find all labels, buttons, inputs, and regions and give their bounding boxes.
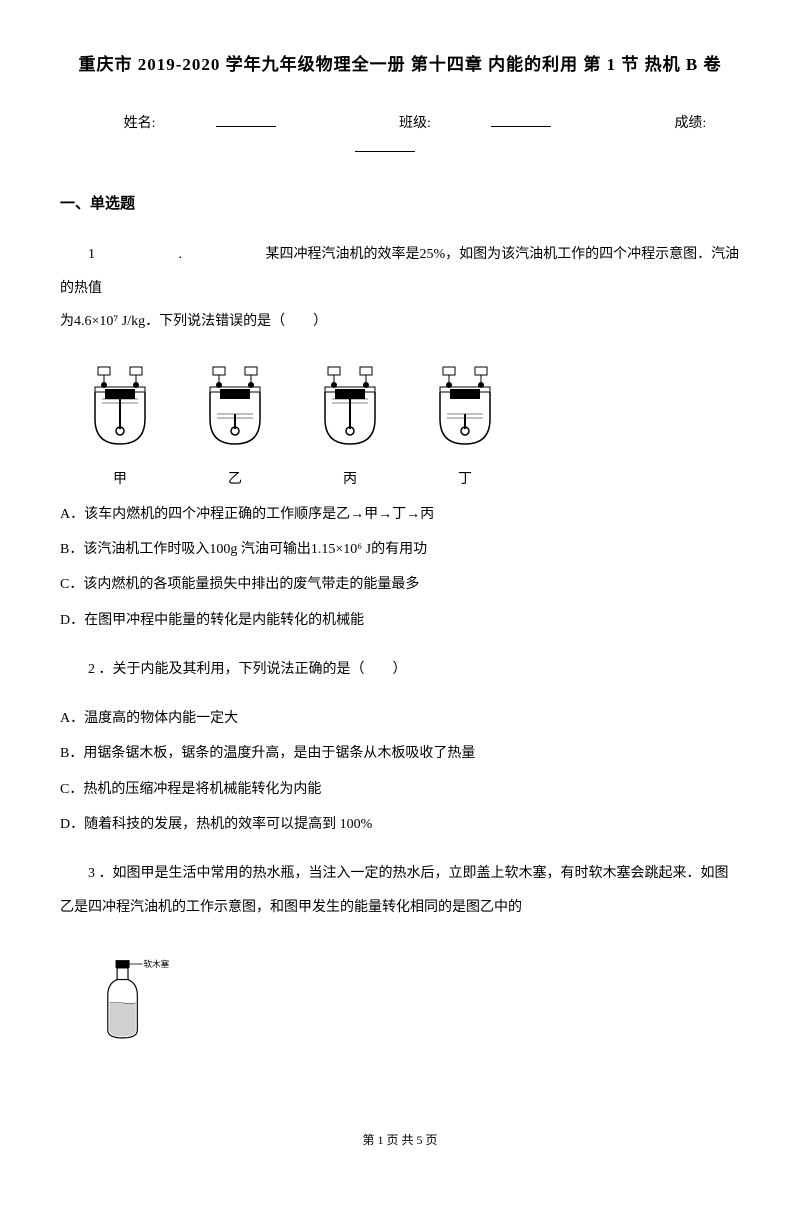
q1-option-c: C．该内燃机的各项能量损失中排出的废气带走的能量最多: [60, 572, 740, 597]
q1b-suffix: 的有用功: [371, 542, 427, 557]
q2-option-d: D．随着科技的发展，热机的效率可以提高到 100%: [60, 812, 740, 837]
engine-label-4: 丁: [458, 467, 472, 492]
page-title: 重庆市 2019-2020 学年九年级物理全一册 第十四章 内能的利用 第 1 …: [60, 50, 740, 81]
engine-item-3: 丙: [310, 359, 390, 492]
name-blank: [216, 126, 276, 127]
engine-svg-4: [425, 359, 505, 459]
score-blank: [355, 151, 415, 152]
q1-option-d: D．在图甲冲程中能量的转化是内能转化的机械能: [60, 608, 740, 633]
question-1: 1 . 某四冲程汽油机的效率是25%，如图为该汽油机工作的四个冲程示意图．汽油的…: [60, 238, 740, 339]
q2-option-a: A．温度高的物体内能一定大: [60, 706, 740, 731]
engine-label-1: 甲: [113, 467, 127, 492]
q1b-mass: 100g: [209, 542, 237, 557]
q1b-mid: 汽油可输出: [237, 542, 311, 557]
engine-item-1: 甲: [80, 359, 160, 492]
q1b-prefix: B．该汽油机工作时吸入: [60, 542, 209, 557]
name-label: 姓名:: [124, 116, 156, 131]
engine-diagram-row: 甲 乙: [80, 359, 740, 492]
q1-option-b: B．该汽油机工作时吸入100g 汽油可输出1.15×10⁶ J的有用功: [60, 537, 740, 562]
engine-item-4: 丁: [425, 359, 505, 492]
engine-label-2: 乙: [228, 467, 242, 492]
q1-efficiency: 25%: [420, 247, 446, 262]
info-row: 姓名: 班级: 成绩:: [60, 111, 740, 161]
bottle-svg: 软木塞: [100, 944, 170, 1054]
q2-options: A．温度高的物体内能一定大 B．用锯条锯木板，锯条的温度升高，是由于锯条从木板吸…: [60, 706, 740, 837]
question-3: 3 ．如图甲是生活中常用的热水瓶，当注入一定的热水后，立即盖上软木塞，有时软木塞…: [60, 857, 740, 924]
engine-svg-3: [310, 359, 390, 459]
q2-option-b: B．用锯条锯木板，锯条的温度升高，是由于锯条从木板吸收了热量: [60, 741, 740, 766]
q1-dot: .: [179, 247, 183, 262]
q1-text4: ．下列说法错误的是（ ）: [145, 314, 327, 329]
q1-text3: 为: [60, 314, 74, 329]
q2-option-c: C．热机的压缩冲程是将机械能转化为内能: [60, 777, 740, 802]
engine-label-3: 丙: [343, 467, 357, 492]
question-2: 2 ．关于内能及其利用，下列说法正确的是（ ）: [60, 653, 740, 687]
q1b-value: 1.15×10⁶ J: [311, 542, 371, 557]
section-header: 一、单选题: [60, 191, 740, 218]
q1-heat-value: 4.6×10⁷ J/kg: [74, 314, 145, 329]
q1-text1: 某四冲程汽油机的效率是: [266, 247, 420, 262]
bottle-diagram: 软木塞: [100, 944, 740, 1063]
score-label: 成绩:: [674, 116, 706, 131]
engine-svg-1: [80, 359, 160, 459]
engine-item-2: 乙: [195, 359, 275, 492]
page-footer: 第 1 页 共 5 页: [60, 1130, 740, 1152]
q1-option-a: A．该车内燃机的四个冲程正确的工作顺序是乙→甲→丁→丙: [60, 502, 740, 527]
q1-options: A．该车内燃机的四个冲程正确的工作顺序是乙→甲→丁→丙 B．该汽油机工作时吸入1…: [60, 502, 740, 633]
cork-label-text: 软木塞: [144, 958, 170, 969]
engine-svg-2: [195, 359, 275, 459]
q1-number: 1: [88, 247, 95, 262]
class-blank: [491, 126, 551, 127]
class-label: 班级:: [399, 116, 431, 131]
